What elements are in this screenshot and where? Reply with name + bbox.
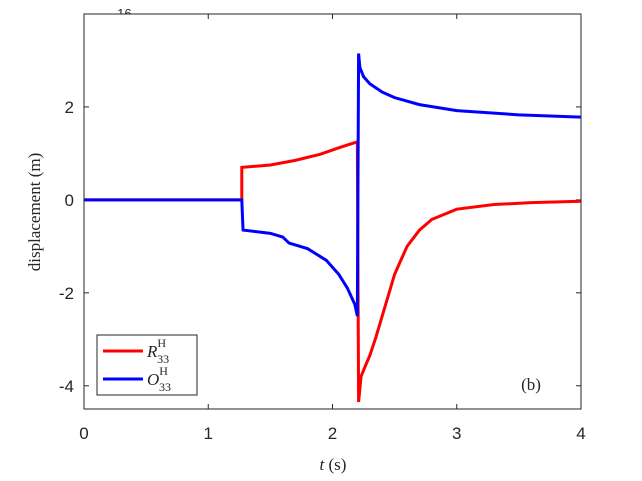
- axes-box: [83, 13, 582, 410]
- data-line: [84, 53, 582, 317]
- x-tick-label: 2: [328, 424, 337, 443]
- legend-label: OH 33: [147, 364, 171, 394]
- x-label-var: t: [320, 455, 326, 474]
- y-tick-label: 0: [65, 191, 74, 210]
- x-axis-label: t (s): [320, 455, 347, 474]
- legend-name: O: [147, 370, 159, 389]
- legend-label: RH 33: [146, 336, 169, 366]
- legend-superscript: H: [159, 364, 168, 378]
- legend-name: R: [146, 342, 158, 361]
- legend-superscript: H: [157, 336, 166, 350]
- y-tick-label: -4: [59, 377, 74, 396]
- y-axis-label: displacement (m): [25, 153, 44, 272]
- data-line: [84, 139, 582, 403]
- y-tick-label: -2: [59, 284, 74, 303]
- x-tick-label: 3: [452, 424, 461, 443]
- legend-subscript: 33: [159, 380, 171, 394]
- x-label-unit: (s): [329, 455, 347, 474]
- x-tick-label: 0: [79, 424, 88, 443]
- y-tick-label: 2: [65, 98, 74, 117]
- legend-box: [96, 334, 198, 396]
- legend-subscript: 33: [157, 352, 169, 366]
- x-tick-label: 4: [576, 424, 585, 443]
- annotation: (b): [521, 375, 541, 394]
- x-tick-label: 1: [204, 424, 213, 443]
